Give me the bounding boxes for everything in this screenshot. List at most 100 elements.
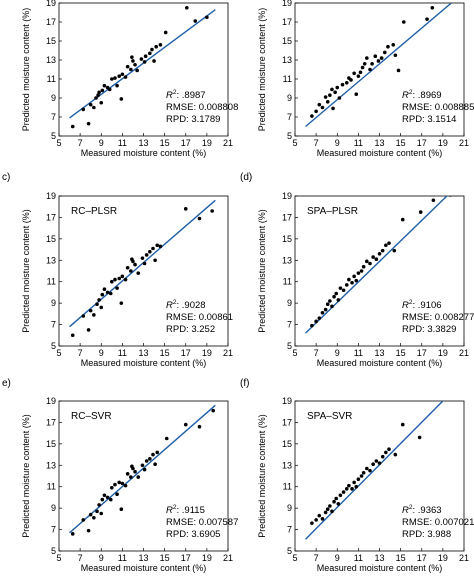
model-title: RC–SVR <box>71 411 112 422</box>
data-point <box>354 278 359 283</box>
y-tick-label: 5 <box>287 546 292 556</box>
x-tick-label: 9 <box>335 553 340 563</box>
data-point <box>123 277 128 282</box>
x-tick-label: 7 <box>314 138 319 148</box>
y-tick-label: 17 <box>282 17 292 27</box>
data-point <box>120 72 125 77</box>
data-point <box>140 463 145 468</box>
y-tick-label: 19 <box>46 396 56 406</box>
x-tick-label: 7 <box>78 553 83 563</box>
x-tick-label: 11 <box>354 138 363 148</box>
plot-marks <box>305 196 452 334</box>
data-point <box>102 287 107 292</box>
y-tick-label: 9 <box>287 298 292 308</box>
x-tick-label: 11 <box>118 348 127 358</box>
x-tick-label: 17 <box>181 348 191 358</box>
rpd-label: RPD: 3.1789 <box>166 114 220 125</box>
rpd-label: RPD: 3.1514 <box>402 114 456 125</box>
x-axis-label: Measured moisture content (%) <box>317 148 443 158</box>
data-point <box>81 107 86 112</box>
y-tick-label: 13 <box>282 460 292 470</box>
y-tick-label: 19 <box>282 191 292 201</box>
plot-marks <box>305 394 450 540</box>
data-point <box>120 481 125 486</box>
data-point <box>144 253 149 257</box>
data-point <box>320 310 325 315</box>
data-point <box>131 466 135 471</box>
x-tick-label: 13 <box>138 553 148 563</box>
data-point <box>350 487 354 491</box>
data-point <box>380 454 385 459</box>
model-title: SPA–SVR <box>307 411 352 422</box>
data-point <box>338 493 343 498</box>
regression-line <box>69 199 216 328</box>
data-point <box>144 459 149 463</box>
data-point <box>105 290 110 295</box>
data-point <box>125 472 130 476</box>
data-point <box>396 68 401 73</box>
data-point <box>377 252 382 256</box>
data-point <box>92 105 96 110</box>
data-point <box>70 333 75 338</box>
data-point <box>368 261 372 266</box>
data-point <box>377 461 382 465</box>
data-point <box>86 121 91 126</box>
x-tick-label: 9 <box>99 138 104 148</box>
data-point <box>317 513 322 518</box>
y-tick-label: 17 <box>46 212 56 222</box>
data-point <box>123 75 128 79</box>
data-point <box>99 305 104 310</box>
data-point <box>136 271 141 275</box>
data-point <box>356 74 361 78</box>
data-point <box>393 452 398 457</box>
x-tick-label: 5 <box>292 348 297 358</box>
data-point <box>129 475 133 479</box>
panel-letter: (d) <box>240 172 252 183</box>
data-point <box>380 248 385 253</box>
x-tick-label: 17 <box>181 553 191 563</box>
data-point <box>102 83 107 88</box>
data-point <box>425 17 429 21</box>
data-point <box>108 497 113 502</box>
r-squared-label: R2: .9028 <box>166 299 206 311</box>
data-point <box>328 93 332 97</box>
y-axis-label: Predicted moisture content (%) <box>257 414 267 538</box>
data-point <box>142 261 147 266</box>
data-point <box>99 511 104 516</box>
data-point <box>331 106 335 111</box>
data-point <box>317 102 322 107</box>
data-point <box>323 307 328 312</box>
data-point <box>102 493 107 498</box>
data-point <box>130 55 134 59</box>
data-point <box>95 509 99 514</box>
data-point <box>115 492 119 497</box>
data-point <box>100 88 105 93</box>
data-point <box>446 394 450 398</box>
data-point <box>97 298 101 302</box>
data-point <box>96 93 100 97</box>
r-squared-label: R2: .9115 <box>166 504 205 516</box>
data-point <box>117 276 122 281</box>
x-tick-label: 13 <box>138 138 148 148</box>
data-point <box>129 67 133 72</box>
x-tick-label: 15 <box>396 138 406 148</box>
plot-marks <box>69 5 216 129</box>
x-tick-label: 15 <box>396 348 406 358</box>
data-point <box>205 15 209 20</box>
y-tick-label: 7 <box>287 320 292 330</box>
x-tick-label: 7 <box>314 553 319 563</box>
data-point <box>150 47 154 52</box>
x-tick-label: 17 <box>417 553 427 563</box>
data-point <box>310 521 314 525</box>
y-tick-label: 11 <box>283 277 292 287</box>
y-tick-label: 9 <box>287 503 292 513</box>
x-tick-label: 19 <box>202 553 212 563</box>
data-point <box>88 102 93 107</box>
data-point <box>131 259 135 264</box>
data-point <box>142 60 147 64</box>
data-point <box>70 124 75 129</box>
x-tick-label: 19 <box>438 138 448 148</box>
x-tick-label: 17 <box>181 138 191 148</box>
